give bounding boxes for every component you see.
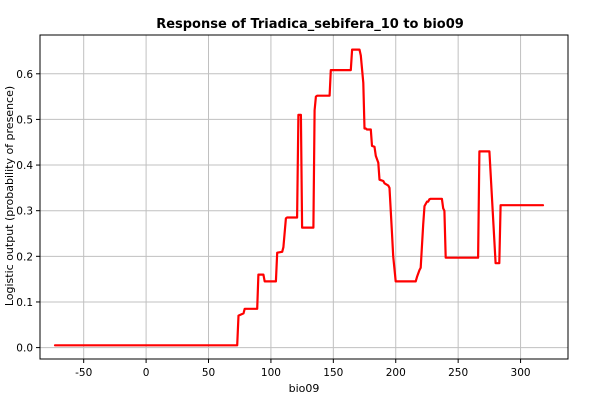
x-tick-label: 150 [323, 367, 343, 379]
x-tick-label: 0 [143, 367, 150, 379]
chart-title: Response of Triadica_sebifera_10 to bio0… [156, 17, 464, 32]
plot-frame [39, 34, 569, 360]
y-tick-label: 0.3 [16, 206, 33, 218]
x-tick-label: 250 [448, 367, 468, 379]
x-tick-label: 100 [261, 367, 281, 379]
y-tick-label: 0.4 [16, 160, 33, 172]
x-tick-label: 50 [202, 367, 215, 379]
axis-ticks: -50 0 50 100 150 200 250 300 0.0 0.1 0.2 0.3 0.4 0.5 0… [16, 69, 530, 379]
series-layer [53, 48, 545, 347]
y-tick-label: 0.6 [16, 69, 33, 81]
y-tick-label: 0.2 [16, 251, 33, 263]
x-axis-label: bio09 [289, 382, 320, 395]
x-tick-label: -50 [75, 367, 92, 379]
response-curve [53, 48, 545, 347]
y-tick-label: 0.0 [16, 343, 33, 355]
x-tick-label: 300 [511, 367, 531, 379]
y-axis-label: Logistic output (probability of presence… [3, 86, 16, 306]
x-tick-label: 200 [386, 367, 406, 379]
y-tick-label: 0.1 [16, 297, 33, 309]
y-tick-label: 0.5 [16, 114, 33, 126]
